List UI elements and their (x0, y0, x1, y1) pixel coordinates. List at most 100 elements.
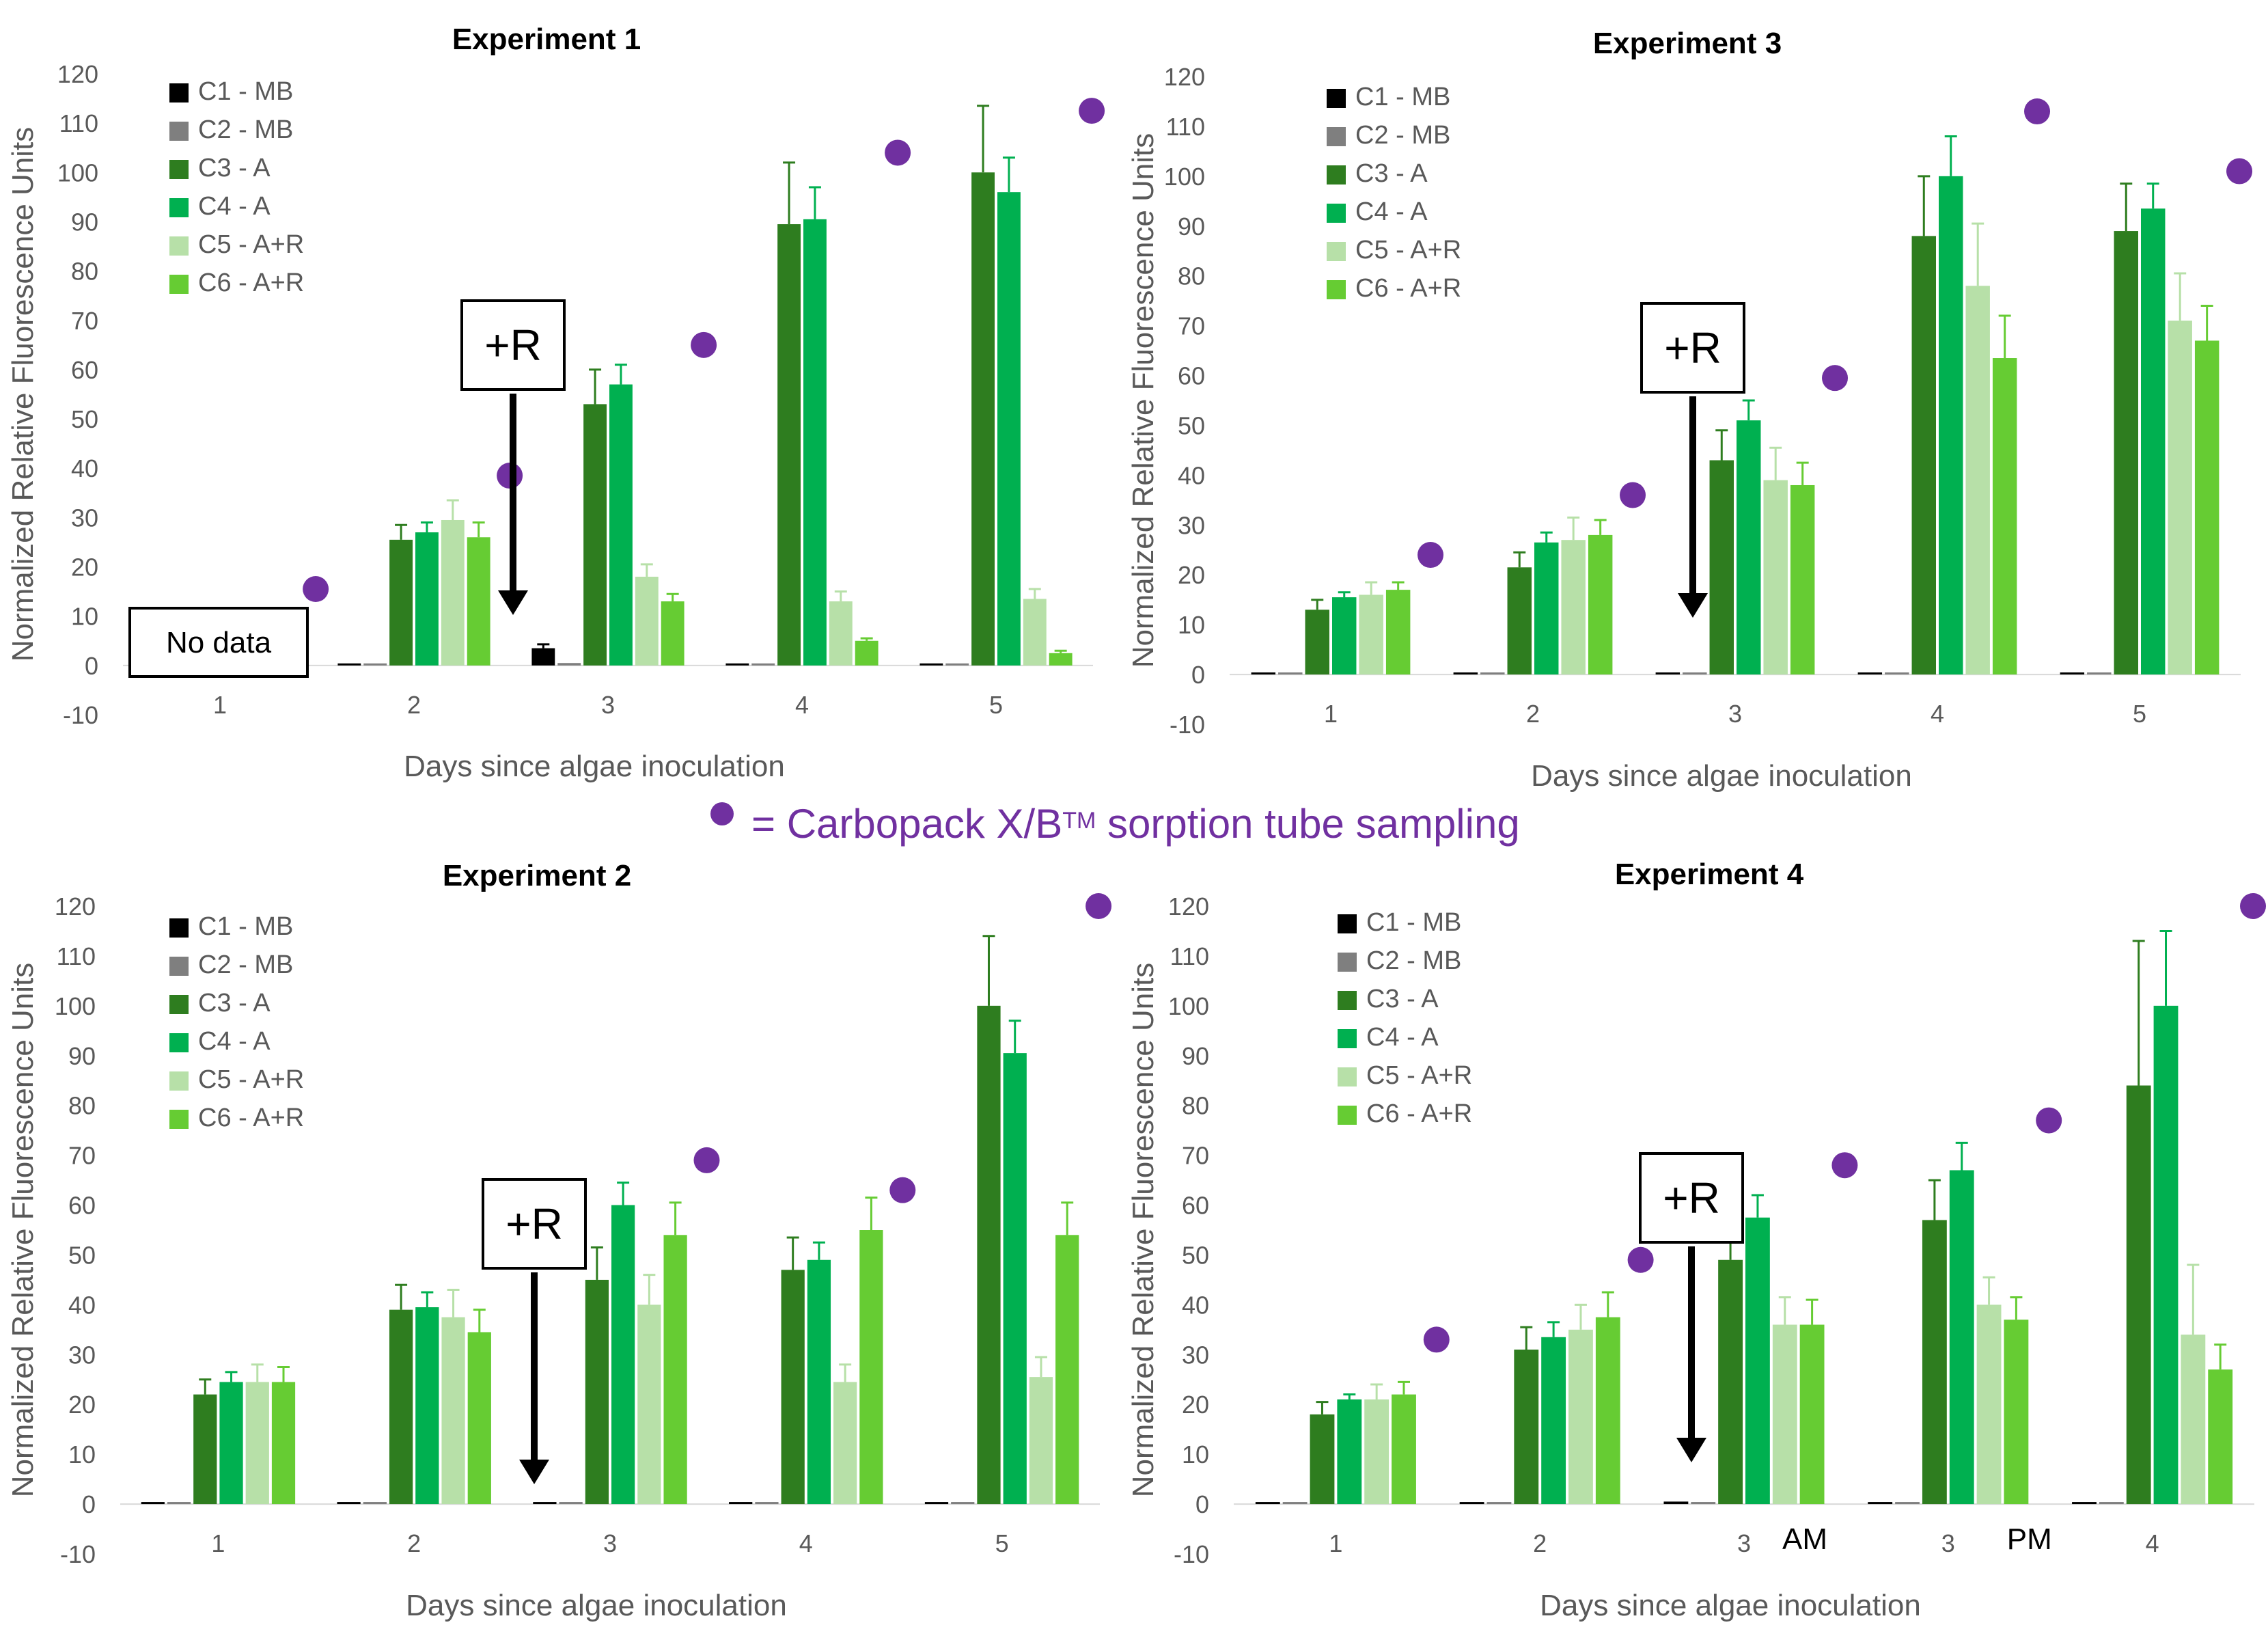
experiment-3-bar-c4 (1534, 542, 1559, 675)
experiment-1-ytick: 0 (85, 652, 98, 680)
experiment-3-sampling-marker (1418, 542, 1444, 569)
experiment-2-bar-c1 (141, 1502, 165, 1505)
experiment-1-legend-swatch-c5 (169, 236, 189, 256)
experiment-4-sampling-marker (2240, 893, 2267, 919)
experiment-2-bar-c5 (637, 1304, 661, 1505)
experiment-4-legend-label-c4: C4 - A (1366, 1023, 1439, 1052)
experiment-1-legend-swatch-c2 (169, 122, 189, 141)
experiment-4-ytick: -10 (1174, 1540, 1209, 1568)
experiment-1-title: Experiment 1 (452, 23, 641, 56)
experiment-3-legend-swatch-c2 (1327, 127, 1346, 146)
experiment-2-ytick: 50 (68, 1241, 96, 1269)
experiment-4-bar-c3 (2126, 1085, 2151, 1505)
experiment-2-ylabel: Normalized Relative Fluorescence Units (6, 963, 40, 1498)
experiment-4-bar-c4 (1337, 1399, 1362, 1505)
experiment-4-xtick: 2 (1533, 1529, 1547, 1557)
experiment-4-bar-c6 (1392, 1394, 1416, 1505)
experiment-3-bar-c2 (1885, 672, 1909, 675)
experiment-3-xtick: 1 (1324, 700, 1338, 728)
experiment-3-bar-c6 (1588, 534, 1613, 675)
experiment-2-ytick: 20 (68, 1391, 96, 1419)
experiment-4-legend-swatch-c1 (1338, 914, 1357, 933)
experiment-3-legend-swatch-c4 (1327, 204, 1346, 223)
experiment-4-bar-c2 (2099, 1502, 2124, 1505)
experiment-2-legend-label-c4: C4 - A (198, 1027, 271, 1056)
experiment-2-plus-r-label: +R (506, 1199, 563, 1248)
experiment-2-bar-c6 (271, 1382, 296, 1505)
experiment-2-bar-c4 (807, 1259, 831, 1505)
experiment-3-legend-label-c2: C2 - MB (1355, 121, 1450, 150)
experiment-4-sampling-marker (1831, 1152, 1858, 1179)
experiment-4-ytick: 100 (1168, 992, 1209, 1020)
experiment-1-bar-c6 (467, 537, 490, 666)
experiment-1-plus-r-arrow-head (498, 590, 528, 615)
experiment-3-bar-c5 (2168, 320, 2192, 675)
experiment-1-ytick: 10 (71, 603, 98, 631)
experiment-2-bar-c6 (663, 1235, 687, 1505)
experiment-1-bar-c6 (1049, 653, 1073, 666)
experiment-3-bar-c3 (1305, 610, 1329, 675)
experiment-3-legend-label-c1: C1 - MB (1355, 83, 1450, 111)
experiment-4-bar-c3 (1310, 1414, 1335, 1505)
experiment-3-bar-c1 (1655, 672, 1681, 675)
sampling-legend-suffix: sorption tube sampling (1096, 800, 1520, 847)
experiment-4-bar-c4 (1949, 1170, 1974, 1505)
experiment-3-xtick: 5 (2133, 700, 2146, 728)
experiment-3-sampling-marker (2226, 158, 2253, 184)
experiment-3-bar-c6 (1992, 358, 2017, 675)
experiment-2-ytick: 100 (55, 992, 96, 1020)
experiment-2-bar-c4 (415, 1307, 439, 1505)
experiment-4-ytick: 110 (1170, 942, 1209, 970)
experiment-3-xlabel: Days since algae inoculation (1531, 759, 1912, 793)
experiment-3-legend-swatch-c5 (1327, 242, 1346, 261)
experiment-3-bar-c2 (1278, 672, 1303, 675)
experiment-1-legend-swatch-c1 (169, 83, 189, 102)
experiment-2-ytick: 80 (68, 1092, 96, 1120)
experiment-4-legend-label-c3: C3 - A (1366, 985, 1439, 1013)
experiment-2-legend-label-c6: C6 - A+R (198, 1104, 304, 1132)
experiment-3-ytick: 0 (1191, 661, 1205, 689)
experiment-1-ytick: 30 (71, 504, 98, 532)
experiment-1-plus-r-label: +R (484, 320, 542, 370)
experiment-3-legend-label-c4: C4 - A (1355, 197, 1428, 226)
experiment-1-ytick: 40 (71, 454, 98, 482)
experiment-1-sampling-marker (303, 576, 329, 603)
experiment-1-legend-label-c1: C1 - MB (198, 77, 293, 106)
experiment-2-legend-swatch-c5 (169, 1071, 189, 1091)
experiment-2-ytick: 70 (68, 1142, 96, 1170)
experiment-4-bar-c4 (2153, 1005, 2179, 1505)
experiment-2-sampling-marker (693, 1147, 720, 1173)
experiment-1-bar-c2 (363, 663, 387, 666)
experiment-3-bar-c1 (2060, 672, 2085, 675)
experiment-3-bar-c3 (1507, 567, 1532, 675)
experiment-2-bar-c3 (781, 1270, 805, 1505)
experiment-4-ytick: 40 (1182, 1291, 1209, 1319)
experiment-4-legend-swatch-c3 (1338, 991, 1357, 1010)
sampling-legend: = Carbopack X/B TM sorption tube sampling (710, 793, 1520, 854)
experiment-3-ytick: 60 (1178, 362, 1205, 390)
experiment-2-bar-c3 (977, 1005, 1001, 1505)
experiment-2-bar-c2 (951, 1502, 975, 1505)
experiment-4-bar-c3 (1514, 1350, 1539, 1505)
experiment-4-bar-c3 (1718, 1259, 1743, 1505)
experiment-1-ylabel: Normalized Relative Fluorescence Units (6, 127, 40, 662)
experiment-2-xtick: 1 (211, 1529, 225, 1557)
experiment-1-bar-c1 (337, 663, 361, 666)
experiment-2-legend-swatch-c3 (169, 995, 189, 1014)
experiment-3-legend-swatch-c6 (1327, 280, 1346, 299)
experiment-1-legend-label-c2: C2 - MB (198, 115, 293, 144)
experiment-3-bar-c5 (1763, 480, 1788, 675)
experiment-4-ytick: 60 (1182, 1192, 1209, 1220)
experiment-4-bar-c4 (1541, 1337, 1566, 1505)
experiment-1-ytick: 120 (57, 60, 98, 88)
experiment-2-plus-r-arrow-head (519, 1460, 549, 1484)
chart-experiment-2: Experiment 2 Normalized Relative Fluoresc… (6, 859, 1112, 1622)
experiment-4-bar-c5 (1568, 1329, 1593, 1505)
experiment-4-ytick: 10 (1182, 1440, 1209, 1468)
experiment-2-ytick: 110 (57, 942, 96, 970)
experiment-1-ytick: 100 (57, 159, 98, 187)
experiment-2-xtick: 4 (799, 1529, 813, 1557)
experiment-1-xtick: 2 (407, 691, 421, 719)
experiment-4-bar-c6 (1799, 1324, 1825, 1505)
